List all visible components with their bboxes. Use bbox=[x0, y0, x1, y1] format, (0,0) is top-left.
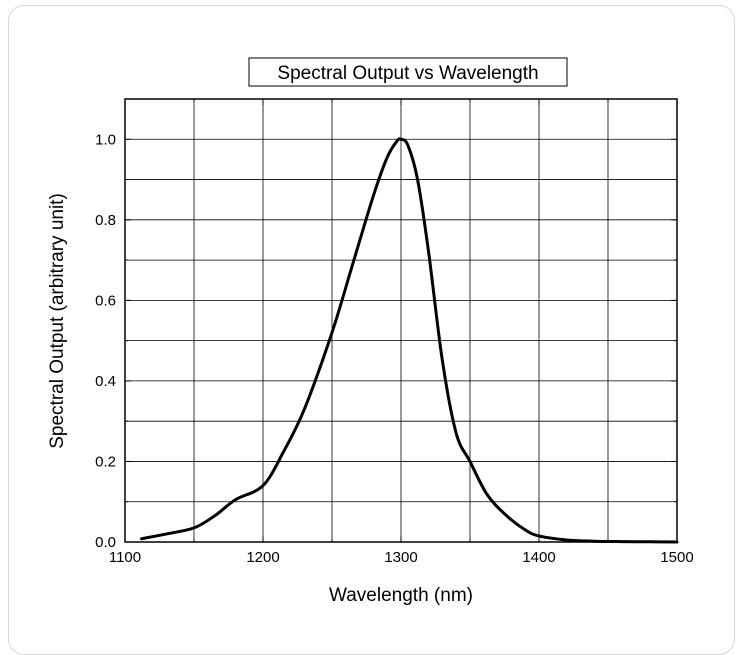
y-tick-label: 0.0 bbox=[95, 534, 116, 551]
chart-title: Spectral Output vs Wavelength bbox=[277, 63, 538, 84]
y-tick-label: 0.2 bbox=[95, 453, 116, 470]
x-tick-label: 1300 bbox=[384, 549, 417, 566]
x-tick-label: 1200 bbox=[246, 549, 279, 566]
chart-title-box: Spectral Output vs Wavelength bbox=[249, 58, 567, 86]
y-tick-label: 1.0 bbox=[95, 131, 116, 148]
y-axis-title: Spectral Output (arbitrary unit) bbox=[47, 193, 68, 449]
tick-labels: 1100 1200 1300 1400 1500 0.0 0.2 0.4 0.6 0.8 1.0 bbox=[95, 131, 694, 566]
x-axis-title: Wavelength (nm) bbox=[329, 585, 473, 606]
y-tick-label: 0.6 bbox=[95, 292, 116, 309]
y-tick-label: 0.8 bbox=[95, 212, 116, 229]
x-tick-label: 1500 bbox=[660, 549, 693, 566]
y-tick-label: 0.4 bbox=[95, 373, 116, 390]
x-tick-label: 1100 bbox=[109, 549, 141, 566]
x-tick-label: 1400 bbox=[522, 549, 555, 566]
grid-lines bbox=[125, 99, 677, 542]
